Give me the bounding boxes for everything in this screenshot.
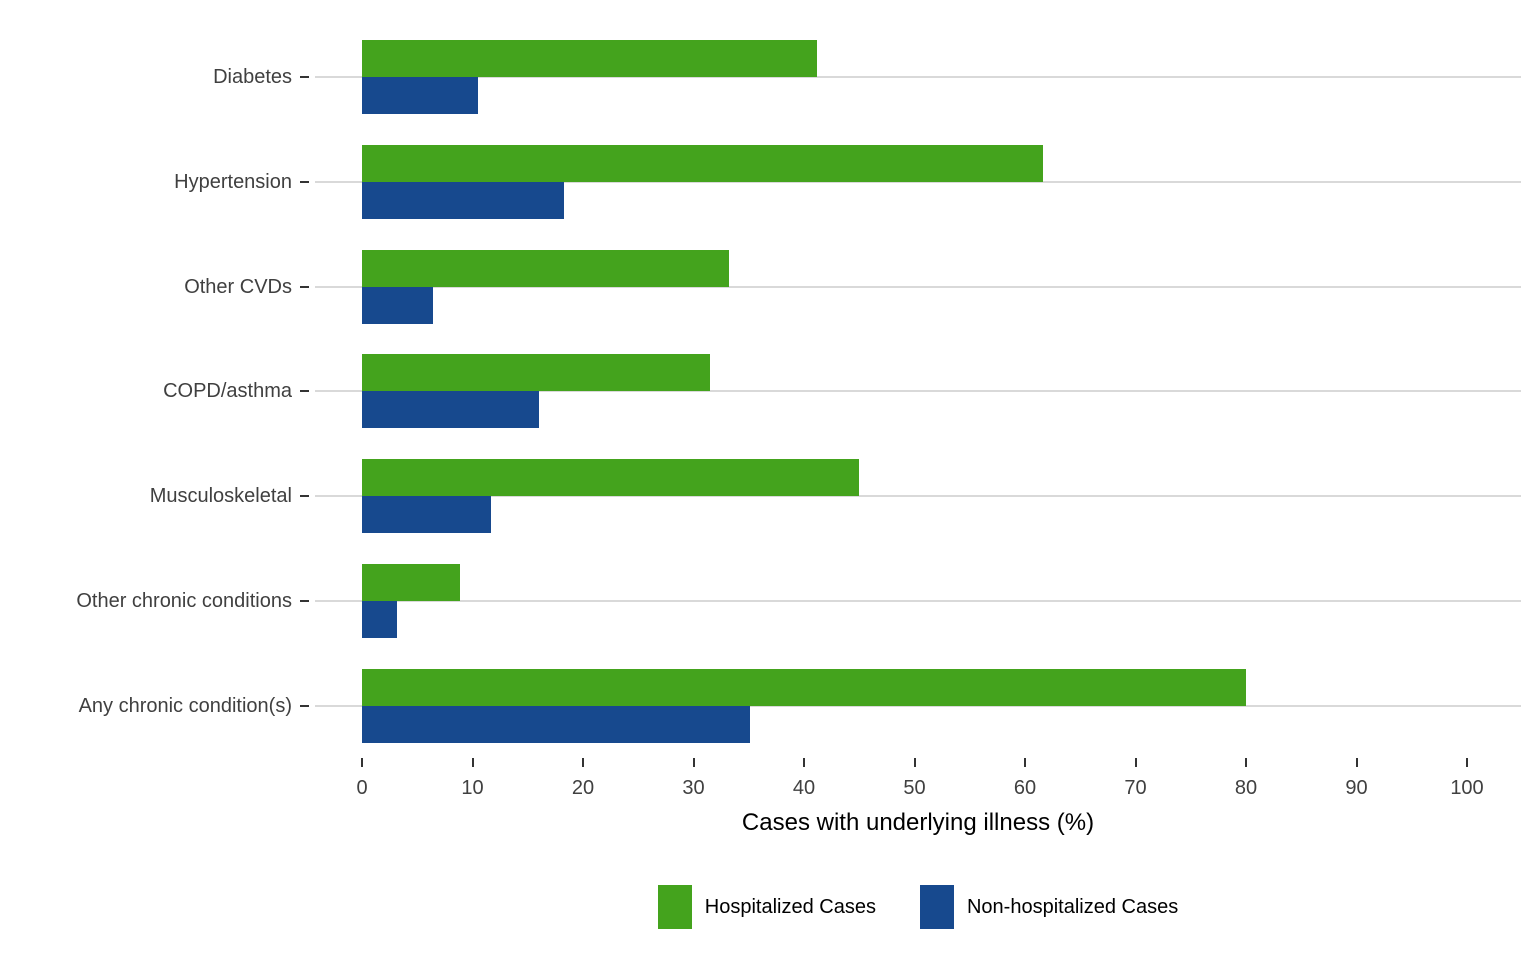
x-tick <box>1245 758 1247 767</box>
bar-hospitalized <box>362 354 710 392</box>
bar-hospitalized <box>362 40 817 77</box>
bar-non-hospitalized <box>362 601 397 639</box>
x-tick <box>1024 758 1026 767</box>
y-tick <box>300 704 309 707</box>
legend-swatch-hospitalized-icon <box>657 885 692 929</box>
x-tick <box>471 758 474 767</box>
x-axis-title: Cases with underlying illness (%) <box>741 809 1095 836</box>
y-axis-label: Diabetes <box>213 66 292 88</box>
legend-label-hospitalized: Hospitalized Cases <box>704 895 876 918</box>
bar-non-hospitalized <box>362 496 491 534</box>
legend: Hospitalized Cases Non-hospitalized Case… <box>315 884 1521 930</box>
y-tick <box>300 495 309 498</box>
x-tick-label: 30 <box>682 777 705 799</box>
bar-non-hospitalized <box>362 181 564 219</box>
x-tick <box>913 758 916 767</box>
x-tick <box>1466 758 1468 767</box>
legend-label-non-hospitalized: Non-hospitalized Cases <box>966 895 1179 918</box>
x-tick-label: 60 <box>1013 777 1037 799</box>
gridline <box>315 390 1521 393</box>
bar-hospitalized <box>362 249 729 287</box>
gridline <box>315 76 1521 78</box>
legend-swatch-non-hospitalized-icon <box>919 885 954 929</box>
x-tick-label: 100 <box>1450 777 1484 799</box>
bar-hospitalized <box>362 459 859 497</box>
x-tick-label: 40 <box>792 777 816 799</box>
y-axis-label: Other chronic conditions <box>76 590 292 613</box>
x-tick <box>803 758 805 767</box>
gridline <box>315 600 1521 603</box>
x-tick-label: 50 <box>903 777 926 799</box>
x-tick <box>1134 758 1137 767</box>
bar-hospitalized <box>362 144 1043 182</box>
x-tick-label: 0 <box>356 777 368 799</box>
gridline <box>315 285 1521 288</box>
x-tick <box>692 758 695 767</box>
legend-item-hospitalized: Hospitalized Cases <box>657 885 876 929</box>
gridline <box>315 180 1521 183</box>
y-tick <box>300 600 309 603</box>
gridline <box>315 495 1521 498</box>
bar-non-hospitalized <box>362 286 433 324</box>
gridline <box>315 704 1521 707</box>
y-axis-label: Hypertension <box>174 170 292 193</box>
bar-hospitalized <box>362 564 460 602</box>
y-tick <box>300 76 309 78</box>
y-tick <box>300 180 309 183</box>
x-tick-label: 80 <box>1234 777 1258 799</box>
y-tick <box>300 285 309 288</box>
bar-non-hospitalized <box>362 705 750 743</box>
x-tick <box>1355 758 1358 767</box>
bar-hospitalized <box>362 668 1246 706</box>
x-tick-label: 90 <box>1345 777 1368 799</box>
x-tick-label: 20 <box>571 777 595 799</box>
y-tick <box>300 390 309 393</box>
y-axis-label: Other CVDs <box>184 275 292 298</box>
bar-non-hospitalized <box>362 77 478 114</box>
x-tick <box>361 758 363 767</box>
bar-non-hospitalized <box>362 391 539 429</box>
y-axis-label: Musculoskeletal <box>149 485 292 508</box>
x-tick <box>582 758 584 767</box>
plot-panel <box>315 12 1521 758</box>
y-axis-label: Any chronic condition(s) <box>78 694 292 717</box>
x-tick-label: 70 <box>1124 777 1147 799</box>
legend-item-non-hospitalized: Non-hospitalized Cases <box>919 885 1179 929</box>
x-tick-label: 10 <box>461 777 484 799</box>
y-axis-label: COPD/asthma <box>163 380 292 403</box>
